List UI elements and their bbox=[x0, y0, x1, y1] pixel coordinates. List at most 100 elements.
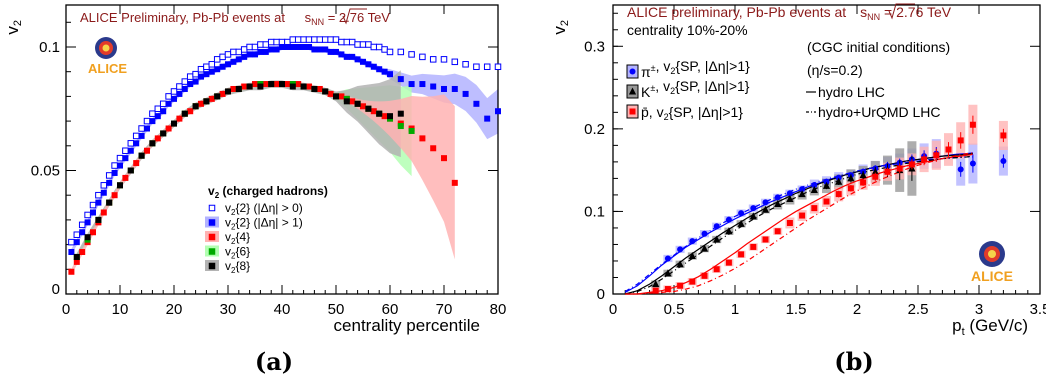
data-point bbox=[957, 137, 964, 144]
data-point bbox=[95, 216, 102, 223]
data-point bbox=[370, 43, 378, 51]
data-point bbox=[473, 100, 480, 107]
data-point bbox=[677, 282, 684, 289]
data-point bbox=[333, 93, 339, 100]
data-point bbox=[376, 110, 383, 117]
data-point bbox=[387, 71, 393, 78]
legend-item-label: v2{2} (|Δη| > 1) bbox=[225, 216, 303, 232]
panel-b: 0 0.5 1 1.5 2 2.5 3 3.5 0 0.1 0.2 0.3 ALICE prelimi… bbox=[550, 3, 1046, 376]
data-point bbox=[214, 93, 221, 100]
data-point bbox=[117, 162, 123, 169]
data-point bbox=[295, 81, 302, 88]
data-point bbox=[73, 253, 80, 260]
data-point bbox=[333, 48, 339, 55]
panel-a-ytick-0: 0 bbox=[52, 281, 60, 298]
data-point bbox=[664, 269, 672, 277]
data-point bbox=[300, 83, 307, 90]
data-point bbox=[138, 132, 145, 139]
data-point bbox=[786, 190, 793, 197]
data-point bbox=[376, 66, 383, 73]
data-point bbox=[677, 246, 684, 253]
data-point bbox=[408, 127, 415, 134]
data-point bbox=[343, 98, 350, 105]
y-tick-label: 0.1 bbox=[584, 203, 605, 220]
data-point bbox=[143, 117, 151, 125]
data-point bbox=[284, 81, 291, 88]
panel-b-frame bbox=[612, 4, 1041, 295]
data-point bbox=[73, 239, 80, 246]
data-point bbox=[441, 85, 447, 92]
data-point bbox=[419, 81, 426, 88]
legend-swatch-marker bbox=[208, 204, 216, 212]
data-point bbox=[257, 48, 264, 55]
data-point bbox=[921, 156, 928, 163]
x-tick-label: 3 bbox=[975, 301, 983, 318]
data-point bbox=[473, 63, 480, 71]
data-point bbox=[176, 115, 183, 122]
data-point bbox=[896, 165, 903, 172]
x-tick-label: 1.5 bbox=[786, 301, 807, 318]
data-point bbox=[187, 81, 194, 88]
data-point bbox=[354, 41, 361, 48]
data-point bbox=[154, 113, 161, 120]
y-tick-label: 0.05 bbox=[31, 162, 60, 179]
data-point bbox=[408, 81, 415, 88]
data-point bbox=[419, 135, 426, 142]
data-point bbox=[762, 199, 769, 206]
model-curve-kaon bbox=[625, 153, 973, 295]
data-point bbox=[89, 201, 97, 209]
data-point bbox=[289, 36, 297, 43]
data-point bbox=[300, 36, 307, 43]
data-point bbox=[138, 152, 145, 159]
data-point bbox=[969, 121, 976, 128]
data-point bbox=[713, 235, 721, 243]
data-point bbox=[122, 174, 129, 181]
x-tick-label: 3.5 bbox=[1030, 301, 1046, 318]
data-point bbox=[68, 268, 75, 275]
data-point bbox=[332, 36, 340, 43]
data-point bbox=[798, 190, 806, 198]
data-point bbox=[338, 93, 345, 100]
data-point bbox=[132, 132, 140, 140]
data-point bbox=[338, 38, 345, 46]
legend-item-label: π±, v2{SP, |Δη|>1} bbox=[641, 58, 750, 80]
legend-swatch-marker bbox=[628, 87, 637, 95]
data-point bbox=[847, 185, 854, 192]
data-point bbox=[786, 219, 793, 226]
x-tick-label: 20 bbox=[166, 301, 183, 318]
data-point bbox=[462, 61, 469, 68]
data-point bbox=[273, 46, 280, 53]
data-point bbox=[311, 36, 318, 43]
panel-b-bands bbox=[651, 104, 1008, 295]
data-point bbox=[268, 81, 275, 88]
x-tick-label: 2 bbox=[853, 301, 861, 318]
legend-swatch-marker bbox=[629, 108, 636, 115]
panel-b-subtitle: centrality 10%-20% bbox=[627, 22, 748, 38]
data-point bbox=[811, 205, 818, 212]
data-point bbox=[316, 85, 323, 92]
x-tick-label: 40 bbox=[274, 301, 291, 318]
data-point bbox=[701, 230, 708, 237]
x-tick-label: 10 bbox=[112, 301, 129, 318]
data-point bbox=[154, 135, 161, 142]
data-point bbox=[749, 212, 757, 220]
data-point bbox=[835, 191, 842, 198]
panel-a-bands bbox=[71, 44, 499, 275]
x-tick-label: 50 bbox=[328, 301, 345, 318]
alice-logo-a: ALICE bbox=[88, 37, 127, 76]
data-point bbox=[165, 100, 172, 107]
panel-a: 0 10 20 30 40 50 60 70 80 0.05 0.1 ALICE Prelimina… bbox=[3, 4, 506, 376]
data-point bbox=[106, 199, 113, 206]
data-point bbox=[186, 73, 194, 80]
data-point bbox=[713, 266, 720, 273]
legend-swatch-marker bbox=[208, 262, 216, 270]
model-curve-proton bbox=[625, 152, 973, 295]
data-point bbox=[484, 115, 491, 122]
data-point bbox=[441, 155, 447, 162]
data-point bbox=[133, 160, 140, 167]
data-point bbox=[387, 113, 393, 120]
data-point bbox=[73, 258, 80, 265]
data-point bbox=[295, 43, 302, 50]
data-point bbox=[321, 36, 329, 43]
